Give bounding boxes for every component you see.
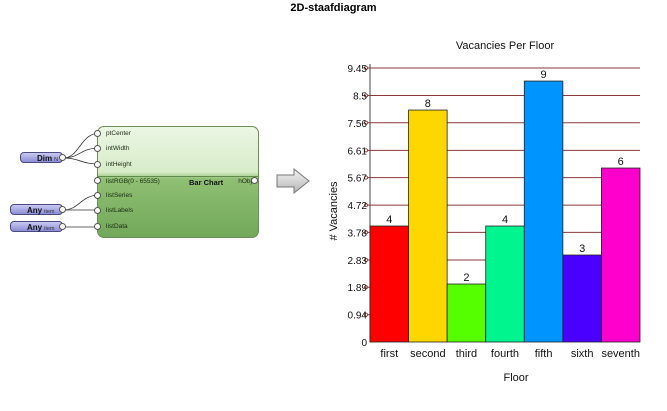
bar-value-label: 9 <box>541 69 547 81</box>
tick-marker <box>364 285 369 290</box>
bar-value-label: 4 <box>386 214 392 226</box>
tick-marker <box>364 230 369 235</box>
any-source-node-1[interactable]: Any item <box>10 204 63 215</box>
y-tick-label: 4.72 <box>348 201 368 212</box>
dim-source-node[interactable]: Dim N <box>20 152 63 163</box>
source-name: Any <box>27 206 43 215</box>
bar <box>408 109 448 343</box>
tick-marker <box>364 93 369 98</box>
tick-marker <box>364 65 369 70</box>
input-label-listdata: listData <box>106 223 128 230</box>
y-tick-label: 3.78 <box>348 228 368 239</box>
input-label-intwidth: intWidth <box>106 145 130 152</box>
y-tick-label: 0 <box>361 338 367 349</box>
x-tick-label: fourth <box>491 348 519 360</box>
y-axis-label: # Vacancies <box>328 181 340 241</box>
port-intheight[interactable] <box>94 161 101 168</box>
tick-marker <box>364 203 369 208</box>
y-tick-label: 2.83 <box>348 256 368 267</box>
input-label-ptcenter: ptCenter <box>106 130 131 137</box>
x-tick-label: second <box>410 348 445 360</box>
x-tick-label: fifth <box>535 348 553 360</box>
bar-chart-node[interactable]: ptCenter intWidth intHeight listRGB(0 - … <box>97 126 259 238</box>
x-tick-label: third <box>456 348 477 360</box>
bar <box>601 167 641 343</box>
input-label-listseries: listSeries <box>106 192 133 199</box>
chart-title: Vacancies Per Floor <box>456 40 555 52</box>
dim-output-port[interactable] <box>59 154 66 161</box>
tick-marker <box>364 257 369 262</box>
source-suffix: item <box>44 226 55 232</box>
source-name: Dim <box>37 154 53 163</box>
input-label-listrgb: listRGB(0 - 65535) <box>106 178 160 185</box>
bar-value-label: 2 <box>463 272 469 284</box>
any-output-port-1[interactable] <box>59 206 66 213</box>
bar <box>523 80 564 343</box>
y-tick-label: 0.94 <box>348 311 368 322</box>
x-tick-label: first <box>380 348 398 360</box>
bar-chart: Vacancies Per Floor # Vacancies Floor 0 0… <box>328 40 641 384</box>
source-suffix: N <box>54 157 59 163</box>
node-divider <box>98 176 258 177</box>
source-suffix: item <box>44 209 55 215</box>
input-label-listlabels: listLabels <box>106 207 134 214</box>
y-tick-label: 8.5 <box>353 92 367 103</box>
port-hobj-output[interactable] <box>251 177 258 184</box>
x-tick-label: seventh <box>601 348 640 360</box>
page-title: 2D-staafdiagram <box>290 2 377 14</box>
port-listdata[interactable] <box>94 223 101 230</box>
x-axis-label: Floor <box>503 372 528 384</box>
source-name: Any <box>27 223 43 232</box>
any-source-node-2[interactable]: Any item <box>10 221 63 232</box>
port-intwidth[interactable] <box>94 145 101 152</box>
y-tick-label: 5.67 <box>348 174 368 185</box>
y-tick-label: 6.61 <box>348 146 368 157</box>
y-tick-label: 7.56 <box>348 119 368 130</box>
bar <box>485 225 525 343</box>
bar-value-label: 6 <box>618 156 624 168</box>
y-tick-label: 1.89 <box>348 283 368 294</box>
port-listrgb[interactable] <box>94 177 101 184</box>
port-ptcenter[interactable] <box>94 130 101 137</box>
tick-marker <box>364 175 369 180</box>
x-tick-label: sixth <box>571 348 594 360</box>
output-label-hobj: hObj <box>238 178 252 185</box>
tick-marker <box>364 312 369 317</box>
port-listlabels[interactable] <box>94 207 101 214</box>
right-arrow-icon <box>276 168 310 194</box>
port-listseries[interactable] <box>94 192 101 199</box>
tick-marker <box>364 148 369 153</box>
bar <box>446 283 487 343</box>
bar-value-label: 4 <box>502 214 508 226</box>
node-title: Bar Chart <box>189 178 224 187</box>
tick-marker <box>364 120 369 125</box>
y-tick-label: 9.45 <box>348 64 368 75</box>
bar <box>562 254 602 343</box>
input-label-intheight: intHeight <box>106 161 132 168</box>
bar-value-label: 8 <box>425 98 431 110</box>
bar-value-label: 3 <box>579 243 585 255</box>
bar <box>369 225 409 343</box>
any-output-port-2[interactable] <box>59 223 66 230</box>
